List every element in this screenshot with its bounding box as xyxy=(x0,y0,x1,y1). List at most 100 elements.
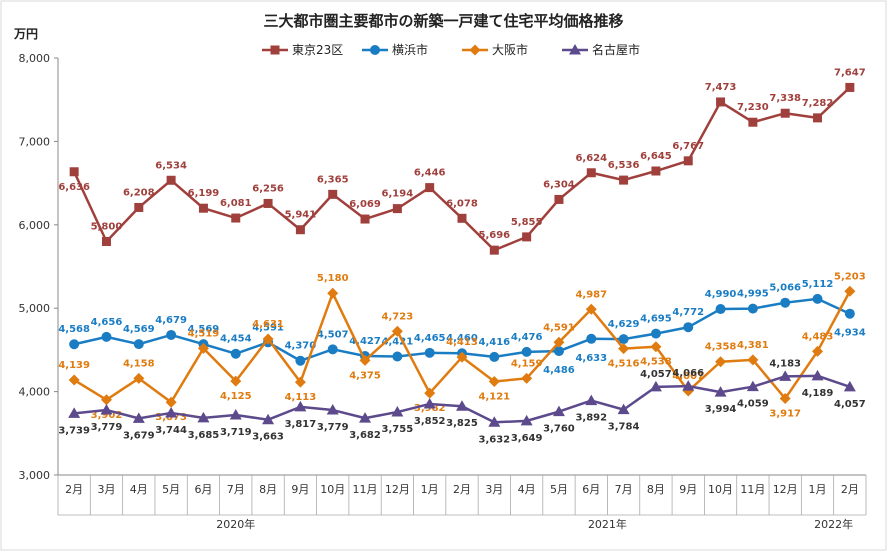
data-label: 4,772 xyxy=(672,307,704,318)
data-label: 7,230 xyxy=(737,102,769,113)
data-label: 5,800 xyxy=(91,221,123,232)
data-point xyxy=(68,407,81,418)
data-point xyxy=(101,236,111,246)
data-point xyxy=(197,411,210,423)
y-tick-label: 4,000 xyxy=(19,386,51,399)
data-point xyxy=(521,346,532,357)
data-point xyxy=(488,376,500,388)
data-point xyxy=(489,351,500,362)
x-tick-label: 12月 xyxy=(385,483,410,496)
data-point xyxy=(229,409,242,420)
legend-marker xyxy=(270,45,280,55)
data-label: 4,483 xyxy=(802,331,834,342)
data-label: 3,685 xyxy=(188,430,220,441)
data-label: 4,427 xyxy=(349,336,381,347)
data-label: 4,158 xyxy=(123,358,155,369)
data-label: 4,358 xyxy=(705,342,737,353)
data-point xyxy=(295,355,306,366)
data-label: 6,199 xyxy=(188,188,220,199)
data-point xyxy=(520,414,533,426)
data-point xyxy=(294,400,307,412)
data-point xyxy=(683,322,694,333)
data-point xyxy=(843,380,856,392)
data-label: 3,852 xyxy=(414,416,446,427)
data-label: 7,282 xyxy=(802,98,834,109)
data-point xyxy=(552,405,565,417)
data-label: 3,755 xyxy=(382,424,414,435)
data-label: 5,855 xyxy=(511,217,543,228)
data-point xyxy=(359,354,371,366)
data-point xyxy=(619,175,629,185)
data-point xyxy=(844,308,855,319)
data-label: 4,987 xyxy=(575,289,607,300)
y-tick-label: 5,000 xyxy=(19,302,51,315)
x-tick-label: 4月 xyxy=(130,483,148,496)
data-label: 3,917 xyxy=(769,409,801,420)
data-label: 3,892 xyxy=(575,413,607,424)
data-label: 3,784 xyxy=(608,422,640,433)
x-tick-label: 7月 xyxy=(227,483,245,496)
data-point xyxy=(391,406,404,417)
data-point xyxy=(748,117,758,127)
data-point xyxy=(231,213,241,223)
data-point xyxy=(100,394,112,406)
data-label: 6,365 xyxy=(317,174,349,185)
y-tick-label: 8,000 xyxy=(19,52,51,65)
data-label: 4,460 xyxy=(446,333,478,344)
x-tick-label: 2月 xyxy=(841,483,859,496)
data-label: 5,112 xyxy=(802,279,834,290)
data-point xyxy=(69,339,80,350)
x-tick-label: 6月 xyxy=(194,483,212,496)
x-tick-label: 1月 xyxy=(809,483,827,496)
data-point xyxy=(424,387,436,399)
data-label: 3,817 xyxy=(285,419,317,430)
data-label: 4,633 xyxy=(575,353,607,364)
data-label: 6,069 xyxy=(349,199,381,210)
data-point xyxy=(585,394,598,406)
x-tick-label: 11月 xyxy=(353,483,378,496)
data-label: 4,416 xyxy=(478,337,510,348)
data-label: 4,454 xyxy=(220,334,252,345)
data-point xyxy=(716,97,726,107)
data-label: 3,779 xyxy=(91,422,123,433)
data-label: 6,624 xyxy=(575,153,607,164)
data-label: 3,682 xyxy=(349,430,381,441)
x-tick-label: 10月 xyxy=(320,483,345,496)
data-point xyxy=(198,203,208,213)
y-tick-label: 3,000 xyxy=(19,469,51,482)
data-point xyxy=(327,287,339,299)
legend-label: 東京23区 xyxy=(292,43,343,57)
data-label: 5,203 xyxy=(834,271,866,282)
legend-marker xyxy=(469,44,481,56)
data-label: 7,473 xyxy=(705,82,737,93)
data-label: 3,632 xyxy=(478,434,510,445)
data-point xyxy=(230,375,242,387)
data-label: 4,057 xyxy=(640,369,672,380)
data-label: 4,569 xyxy=(123,324,155,335)
data-label: 4,934 xyxy=(834,328,866,339)
data-point xyxy=(812,345,824,357)
data-label: 4,538 xyxy=(640,357,672,368)
data-point xyxy=(747,354,759,366)
legend-label: 名古屋市 xyxy=(592,42,640,57)
series-line xyxy=(73,86,851,252)
data-label: 3,719 xyxy=(220,427,252,438)
x-tick-label: 9月 xyxy=(291,483,309,496)
x-tick-label: 5月 xyxy=(550,483,568,496)
legend-label: 横浜市 xyxy=(392,42,428,57)
data-point xyxy=(715,356,727,368)
data-label: 4,381 xyxy=(737,340,769,351)
x-tick-label: 2月 xyxy=(453,483,471,496)
data-point xyxy=(521,372,533,384)
data-point xyxy=(489,245,499,255)
data-point xyxy=(715,304,726,315)
data-label: 6,636 xyxy=(58,182,90,193)
data-label: 4,125 xyxy=(220,391,252,402)
data-label: 4,486 xyxy=(543,365,575,376)
data-label: 3,739 xyxy=(58,425,90,436)
data-label: 3,663 xyxy=(252,432,284,443)
data-point xyxy=(328,189,338,199)
data-label: 6,256 xyxy=(252,183,284,194)
